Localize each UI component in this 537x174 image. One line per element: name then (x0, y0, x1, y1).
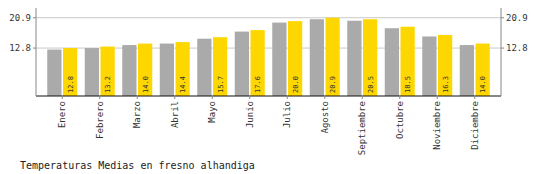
bar (347, 21, 361, 96)
x-tick (287, 96, 288, 99)
data-label: 14.0 (479, 76, 487, 93)
bars (47, 18, 490, 96)
bar (213, 37, 227, 96)
data-label: 18.5 (404, 76, 412, 93)
y2-tick-label: 20.9 (506, 13, 528, 23)
x-tick (212, 96, 213, 99)
bar (460, 45, 474, 96)
bar (385, 28, 399, 96)
data-label: 16.3 (442, 76, 450, 93)
x-tick-label: Febrero (95, 101, 105, 139)
bar (101, 47, 115, 96)
bar (272, 23, 286, 96)
title: Temperaturas Medias en fresno alhandiga (20, 160, 255, 171)
x-tick-label: Mayo (207, 101, 217, 123)
x-tick-label: Abril (170, 101, 180, 128)
x-tick-label: Noviembre (432, 101, 442, 150)
bar (197, 39, 211, 96)
data-label: 15.7 (217, 76, 225, 93)
x-tick (99, 96, 100, 99)
x-tick-label: Enero (57, 101, 67, 128)
bar (422, 36, 436, 96)
data-label: 20.9 (329, 76, 337, 93)
data-label: 14.0 (142, 76, 150, 93)
bar (122, 45, 136, 96)
x-tick (174, 96, 175, 99)
y-tick (33, 48, 36, 49)
x-tick-label: Agosto (320, 101, 330, 134)
data-label: 20.5 (367, 76, 375, 93)
x-tick-label: Junio (245, 101, 255, 128)
y-axis (36, 8, 37, 96)
bar (476, 44, 490, 96)
bar (401, 27, 415, 96)
bar (363, 19, 377, 96)
x-tick (399, 96, 400, 99)
data-label: 20.0 (292, 76, 300, 93)
bar (176, 42, 190, 96)
bar (438, 35, 452, 96)
x-axis (36, 96, 501, 97)
bar (288, 21, 302, 96)
data-label: 17.6 (254, 76, 262, 93)
x-tick (137, 96, 138, 99)
bar (160, 44, 174, 96)
x-tick-label: Octubre (395, 101, 405, 139)
bar (251, 30, 265, 96)
x-tick-label: Septiembre (357, 101, 367, 155)
x-tick (437, 96, 438, 99)
bar (63, 48, 77, 96)
bar (47, 50, 61, 96)
x-tick (62, 96, 63, 99)
data-label: 14.4 (179, 76, 187, 93)
y2-tick (501, 48, 504, 49)
x-tick-label: Marzo (132, 101, 142, 128)
y-tick (33, 17, 36, 18)
bar (326, 18, 340, 96)
x-tick (474, 96, 475, 99)
grid-line (36, 17, 501, 18)
y2-axis (501, 8, 502, 96)
data-label: 12.8 (67, 76, 75, 93)
y2-tick-label: 12.8 (506, 43, 528, 53)
bar (85, 48, 99, 96)
x-tick (324, 96, 325, 99)
x-tick-label: Julio (282, 101, 292, 128)
chart: 12.8 13.2 14.0 14.4 15.7 17.6 20.0 20.9 20.5 18.5… (0, 0, 537, 174)
x-tick (362, 96, 363, 99)
y-tick-label: 20.9 (9, 13, 31, 23)
bar (235, 32, 249, 96)
y2-tick (501, 17, 504, 18)
x-tick-label: Diciembre (470, 101, 480, 150)
x-tick (249, 96, 250, 99)
y-tick-label: 12.8 (9, 43, 31, 53)
bar (138, 44, 152, 96)
data-label: 13.2 (104, 76, 112, 93)
bar (310, 19, 324, 96)
